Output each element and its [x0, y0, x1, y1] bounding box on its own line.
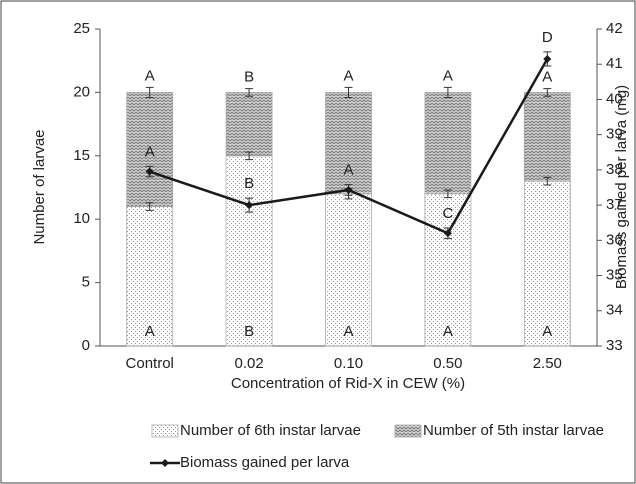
y2-tick-label: 42: [606, 20, 623, 37]
bar-segment: [225, 92, 273, 157]
error-bar: [145, 202, 154, 211]
significance-letter: A: [145, 143, 155, 160]
error-bar: [145, 86, 154, 98]
significance-letter: A: [145, 323, 155, 340]
significance-letter: A: [343, 162, 353, 179]
y2-tick-label: 38: [606, 161, 623, 178]
significance-letter: D: [542, 29, 553, 46]
line-marker: [145, 167, 154, 176]
y-axis-label: Number of larvae: [31, 129, 48, 244]
y-tick-label: 10: [73, 210, 90, 227]
bar-segment: [424, 92, 472, 195]
significance-letter: A: [542, 323, 552, 340]
y2-tick-label: 35: [606, 267, 623, 284]
y2-tick-label: 39: [606, 126, 623, 143]
x-tick-label: Control: [126, 355, 174, 372]
significance-letter: A: [443, 67, 453, 84]
significance-letter: A: [145, 67, 155, 84]
significance-letter: A: [443, 323, 453, 340]
error-bar: [543, 176, 552, 186]
line-marker: [443, 229, 452, 238]
y-tick-label: 25: [73, 20, 90, 37]
legend-label: Biomass gained per larva: [180, 454, 350, 471]
significance-letter: B: [244, 69, 254, 86]
x-tick-label: 2.50: [533, 355, 562, 372]
x-axis-label: Concentration of Rid-X in CEW (%): [231, 375, 465, 392]
significance-letter: A: [542, 69, 552, 86]
legend-swatch: [394, 424, 422, 438]
significance-letter: C: [442, 205, 453, 222]
error-bar: [543, 88, 552, 97]
line-marker: [543, 54, 552, 63]
y-tick-label: 0: [82, 337, 90, 354]
y-tick-label: 15: [73, 147, 90, 164]
line-marker: [344, 185, 353, 194]
legend-swatch: [151, 424, 179, 438]
significance-letter: B: [244, 323, 254, 340]
y2-tick-label: 34: [606, 302, 623, 319]
error-bar: [245, 88, 254, 97]
bar-segment: [523, 92, 571, 182]
bar-segment: [225, 155, 273, 347]
bar-segment: [126, 206, 174, 347]
x-tick-label: 0.02: [234, 355, 263, 372]
y-tick-label: 5: [82, 274, 90, 291]
legend-label: Number of 6th instar larvae: [180, 422, 361, 439]
bar-segment: [126, 92, 174, 207]
legend-marker: [161, 459, 169, 467]
bar-segment: [523, 180, 571, 347]
legend-label: Number of 5th instar larvae: [423, 422, 604, 439]
y-tick-label: 20: [73, 83, 90, 100]
y2-tick-label: 36: [606, 231, 623, 248]
y2-tick-label: 41: [606, 55, 623, 72]
error-bar: [443, 86, 452, 98]
y2-axis-label: Biomass gained per larva (mg): [613, 85, 630, 289]
line-marker: [245, 201, 254, 210]
error-bar: [344, 86, 353, 98]
significance-letter: A: [343, 323, 353, 340]
error-bar: [245, 151, 254, 161]
bar-segment: [424, 193, 472, 347]
x-tick-label: 0.50: [433, 355, 462, 372]
error-bar: [443, 189, 452, 199]
x-tick-label: 0.10: [334, 355, 363, 372]
bar-segment: [325, 193, 372, 347]
significance-letter: A: [343, 67, 353, 84]
y2-tick-label: 40: [606, 90, 623, 107]
y2-tick-label: 37: [606, 196, 623, 213]
y2-tick-label: 33: [606, 337, 623, 354]
significance-letter: B: [244, 175, 254, 192]
